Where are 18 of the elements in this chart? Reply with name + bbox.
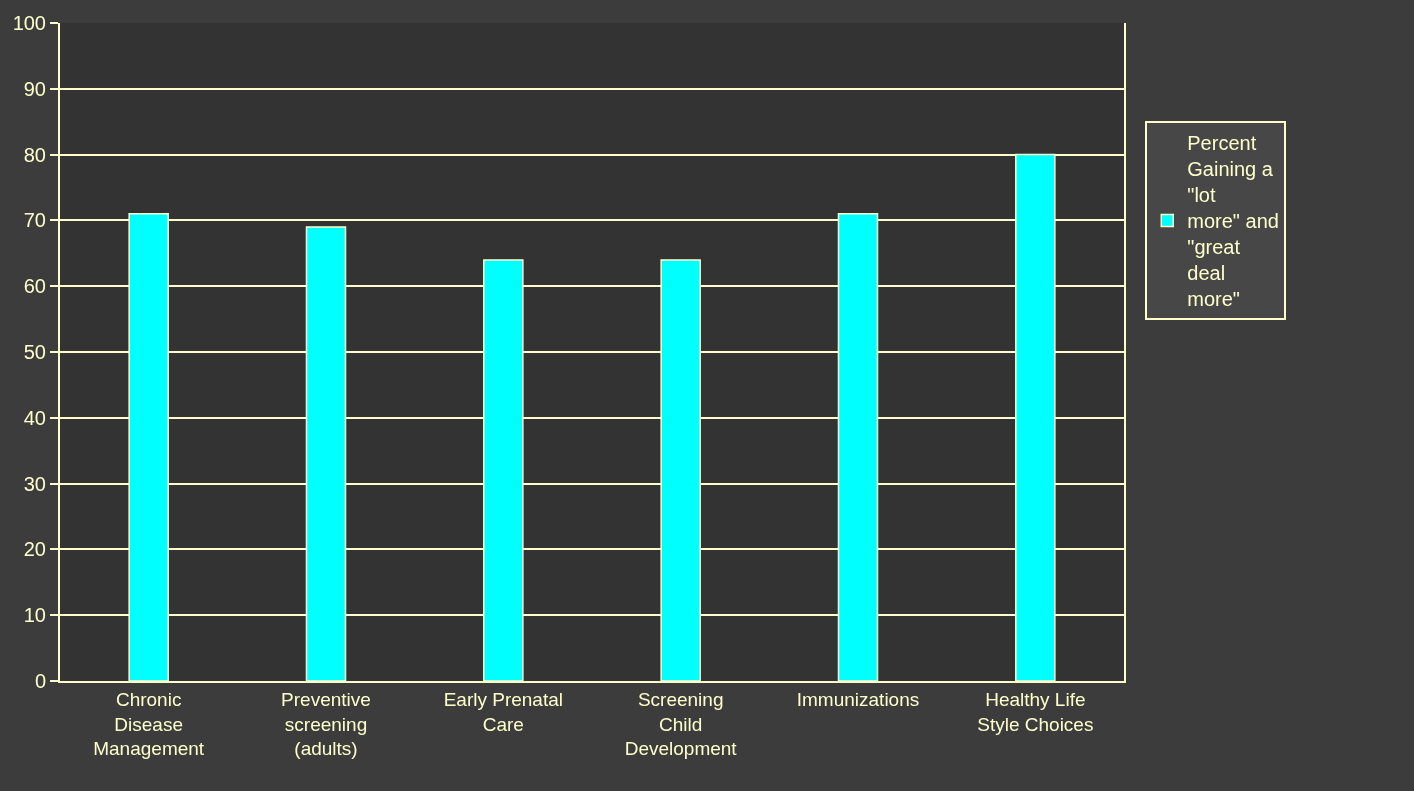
x-tick-label: Healthy Life Style Choices	[977, 688, 1094, 735]
y-tick-label: 90	[23, 77, 46, 100]
y-tick-label: 10	[23, 604, 46, 627]
y-tick-label: 100	[12, 12, 46, 34]
y-tick-label: 50	[23, 341, 46, 363]
x-tick-label: Screening Child Development	[624, 688, 738, 760]
y-tick-label: 40	[23, 406, 46, 429]
x-tick-label: Early Prenatal Care	[443, 688, 563, 735]
y-tick-label: 60	[23, 275, 46, 298]
x-tick-label: Immunizations	[796, 688, 920, 710]
y-tick-label: 80	[23, 143, 46, 166]
y-tick-label: 0	[34, 670, 46, 692]
x-tick-label: Chronic Disease Management	[93, 688, 205, 760]
y-tick-label: 20	[23, 538, 46, 561]
y-tick-label: 70	[23, 209, 46, 232]
legend-label: Percent Gaining a "lot more" and "great deal more"	[1187, 132, 1279, 311]
y-tick-label: 30	[23, 472, 46, 495]
x-tick-label: Preventive screening (adults)	[281, 688, 371, 760]
